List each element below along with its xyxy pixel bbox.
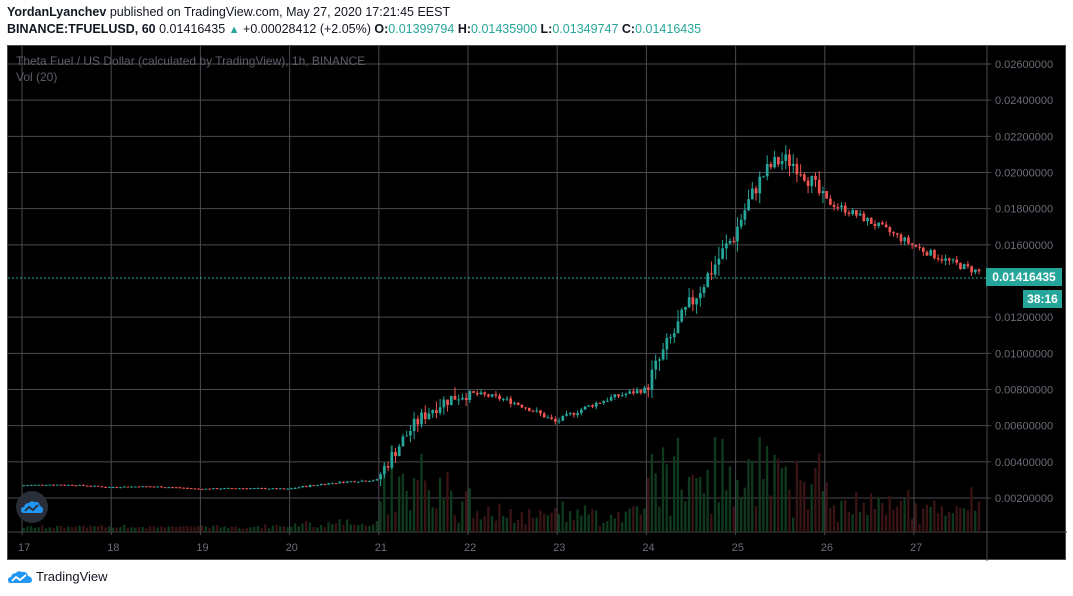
volume-legend: Vol (20) [16, 70, 58, 84]
author-name: YordanLyanchev [7, 5, 107, 19]
tradingview-watermark-icon[interactable] [16, 491, 48, 523]
price-axis-label: 0.02600000 [995, 59, 1053, 71]
candlestick-chart[interactable]: 0.02600000 0.02400000 0.02200000 0.02000000… [8, 46, 1067, 561]
bar-countdown-tag: 38:16 [1023, 290, 1062, 308]
time-axis-label: 21 [375, 542, 387, 554]
price-axis-label: 0.00800000 [995, 384, 1053, 396]
footer-brand[interactable]: TradingView [8, 569, 108, 584]
close-value: 0.01416435 [635, 22, 702, 36]
symbol-label: BINANCE:TFUELUSD, 60 [7, 22, 156, 36]
series-legend: Theta Fuel / US Dollar (calculated by Tr… [16, 54, 366, 68]
last-price-tag: 0.01416435 [986, 268, 1062, 286]
price-change: +0.00028412 (+2.05%) [243, 22, 371, 36]
price-axis-label: 0.00200000 [995, 493, 1053, 505]
brand-name: TradingView [36, 569, 108, 584]
time-axis-label: 20 [286, 542, 298, 554]
price-axis-label: 0.01800000 [995, 204, 1053, 216]
tradingview-logo-icon [8, 570, 32, 583]
price-axis-label: 0.01600000 [995, 240, 1053, 252]
price-axis-label: 0.00400000 [995, 457, 1053, 469]
publish-info: YordanLyanchev published on TradingView.… [7, 4, 450, 20]
time-axis-label: 17 [18, 542, 30, 554]
open-value: 0.01399794 [388, 22, 455, 36]
time-axis-label: 26 [821, 542, 833, 554]
chart-frame[interactable]: 0.02600000 0.02400000 0.02200000 0.02000000… [7, 45, 1067, 561]
time-axis-label: 18 [107, 542, 119, 554]
time-axis-label: 27 [910, 542, 922, 554]
price-axis-label: 0.00600000 [995, 421, 1053, 433]
price-axis-label: 0.02200000 [995, 131, 1053, 143]
time-axis-label: 24 [642, 542, 654, 554]
price-axis-label: 0.02400000 [995, 95, 1053, 107]
open-label: O: [374, 22, 389, 36]
high-value: 0.01435900 [471, 22, 538, 36]
price-axis-label: 0.02000000 [995, 167, 1053, 179]
last-price: 0.01416435 [159, 22, 226, 36]
price-axis-label: 0.01200000 [995, 312, 1053, 324]
time-axis-label: 19 [196, 542, 208, 554]
low-value: 0.01349747 [552, 22, 619, 36]
price-axis-label: 0.01000000 [995, 348, 1053, 360]
time-axis-label: 22 [464, 542, 476, 554]
time-axis-label: 23 [553, 542, 565, 554]
up-arrow-icon: ▲ [228, 24, 240, 36]
low-label: L: [540, 22, 553, 36]
high-label: H: [457, 22, 472, 36]
symbol-info-bar: BINANCE:TFUELUSD, 60 0.01416435 ▲ +0.000… [7, 21, 701, 38]
close-label: C: [621, 22, 636, 36]
published-text: published on TradingView.com, May 27, 20… [109, 5, 451, 19]
time-axis-label: 25 [732, 542, 744, 554]
